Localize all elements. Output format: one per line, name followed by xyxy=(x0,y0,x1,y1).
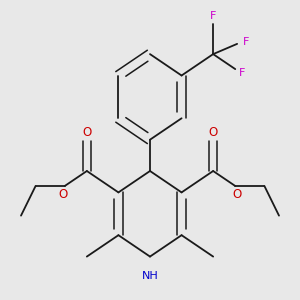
Text: F: F xyxy=(243,37,249,47)
Text: F: F xyxy=(210,11,216,22)
Text: O: O xyxy=(82,126,92,139)
Text: F: F xyxy=(239,68,246,78)
Text: O: O xyxy=(58,188,68,201)
Text: O: O xyxy=(208,126,218,139)
Text: O: O xyxy=(232,188,242,201)
Text: NH: NH xyxy=(142,271,158,281)
